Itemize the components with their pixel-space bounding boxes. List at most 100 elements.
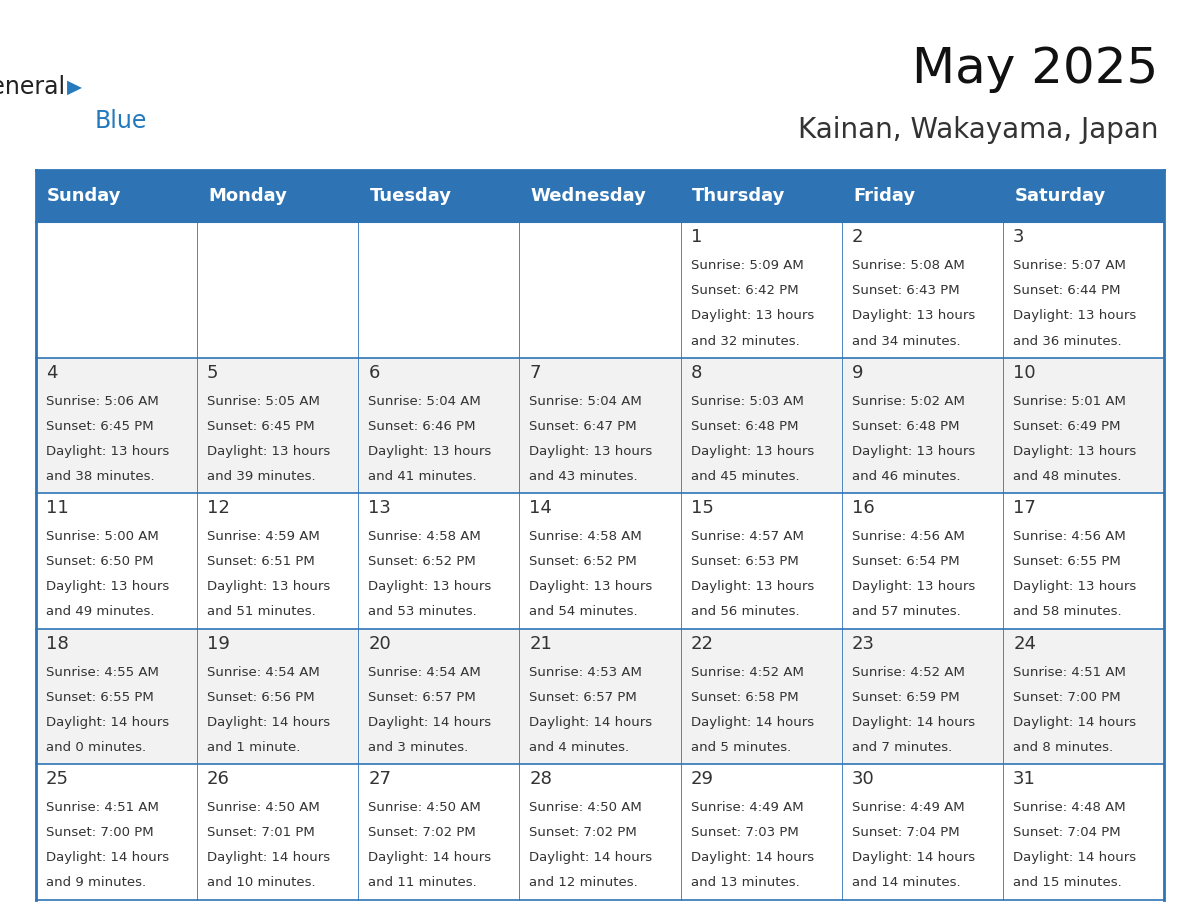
Text: Daylight: 14 hours: Daylight: 14 hours [46, 716, 169, 729]
Text: and 8 minutes.: and 8 minutes. [1013, 741, 1113, 754]
Bar [519, 764, 681, 900]
Text: Daylight: 14 hours: Daylight: 14 hours [690, 851, 814, 865]
Text: and 56 minutes.: and 56 minutes. [690, 606, 800, 619]
Bar [358, 493, 519, 629]
Bar [842, 629, 1003, 764]
Bar [519, 358, 681, 493]
Text: and 3 minutes.: and 3 minutes. [368, 741, 468, 754]
Text: Sunset: 6:42 PM: Sunset: 6:42 PM [690, 285, 798, 297]
Text: Daylight: 14 hours: Daylight: 14 hours [1013, 716, 1136, 729]
Text: Sunset: 6:46 PM: Sunset: 6:46 PM [368, 420, 475, 433]
Text: Sunset: 7:03 PM: Sunset: 7:03 PM [690, 826, 798, 839]
Text: Sunrise: 4:52 AM: Sunrise: 4:52 AM [852, 666, 965, 678]
Text: Daylight: 13 hours: Daylight: 13 hours [368, 445, 492, 458]
Bar [197, 764, 358, 900]
Text: Wednesday: Wednesday [531, 187, 646, 205]
Bar [1003, 222, 1164, 358]
Bar [681, 358, 842, 493]
Text: 12: 12 [207, 499, 230, 517]
Bar [36, 629, 197, 764]
Text: Sunrise: 5:05 AM: Sunrise: 5:05 AM [207, 395, 320, 408]
Text: Sunrise: 5:01 AM: Sunrise: 5:01 AM [1013, 395, 1126, 408]
Bar [358, 358, 519, 493]
Text: Sunset: 6:51 PM: Sunset: 6:51 PM [207, 555, 315, 568]
Text: and 15 minutes.: and 15 minutes. [1013, 877, 1121, 890]
Text: Sunset: 6:52 PM: Sunset: 6:52 PM [530, 555, 637, 568]
Bar [1003, 629, 1164, 764]
Text: 16: 16 [852, 499, 874, 517]
Text: Blue: Blue [95, 109, 147, 133]
Text: Sunset: 6:50 PM: Sunset: 6:50 PM [46, 555, 153, 568]
Text: Daylight: 13 hours: Daylight: 13 hours [852, 580, 975, 593]
Bar [36, 764, 197, 900]
Text: and 10 minutes.: and 10 minutes. [207, 877, 316, 890]
Bar [1003, 170, 1164, 222]
Text: Daylight: 14 hours: Daylight: 14 hours [852, 716, 975, 729]
Text: Sunrise: 5:07 AM: Sunrise: 5:07 AM [1013, 260, 1126, 273]
Bar [358, 222, 519, 358]
Text: Daylight: 14 hours: Daylight: 14 hours [852, 851, 975, 865]
Text: and 41 minutes.: and 41 minutes. [368, 470, 476, 483]
Text: 1: 1 [690, 229, 702, 246]
Text: 9: 9 [852, 364, 864, 382]
Text: 26: 26 [207, 770, 230, 788]
Bar [681, 764, 842, 900]
Text: and 13 minutes.: and 13 minutes. [690, 877, 800, 890]
Text: Sunset: 6:53 PM: Sunset: 6:53 PM [690, 555, 798, 568]
Bar [842, 493, 1003, 629]
Bar [36, 358, 197, 493]
Text: and 54 minutes.: and 54 minutes. [530, 606, 638, 619]
Text: Sunset: 6:58 PM: Sunset: 6:58 PM [690, 690, 798, 704]
Text: Sunrise: 4:54 AM: Sunrise: 4:54 AM [207, 666, 320, 678]
Bar [519, 222, 681, 358]
Text: Sunrise: 4:56 AM: Sunrise: 4:56 AM [852, 531, 965, 543]
Bar [36, 170, 197, 222]
Text: 27: 27 [368, 770, 391, 788]
Bar [358, 170, 519, 222]
Text: General: General [0, 75, 65, 99]
Bar [519, 170, 681, 222]
Text: Daylight: 14 hours: Daylight: 14 hours [46, 851, 169, 865]
Text: Daylight: 14 hours: Daylight: 14 hours [207, 851, 330, 865]
Text: and 9 minutes.: and 9 minutes. [46, 877, 146, 890]
Bar [681, 493, 842, 629]
Text: Sunrise: 4:55 AM: Sunrise: 4:55 AM [46, 666, 159, 678]
Text: and 45 minutes.: and 45 minutes. [690, 470, 800, 483]
Text: Daylight: 13 hours: Daylight: 13 hours [852, 445, 975, 458]
Text: and 32 minutes.: and 32 minutes. [690, 334, 800, 348]
Text: 18: 18 [46, 634, 69, 653]
Text: and 51 minutes.: and 51 minutes. [207, 606, 316, 619]
Text: Sunrise: 4:52 AM: Sunrise: 4:52 AM [690, 666, 803, 678]
Text: 5: 5 [207, 364, 219, 382]
Text: 30: 30 [852, 770, 874, 788]
Text: 15: 15 [690, 499, 714, 517]
Text: Sunrise: 5:03 AM: Sunrise: 5:03 AM [690, 395, 803, 408]
Text: 20: 20 [368, 634, 391, 653]
Bar [358, 764, 519, 900]
Text: and 39 minutes.: and 39 minutes. [207, 470, 316, 483]
Text: Sunset: 6:57 PM: Sunset: 6:57 PM [530, 690, 637, 704]
Text: Sunset: 7:02 PM: Sunset: 7:02 PM [368, 826, 476, 839]
Text: Sunrise: 4:49 AM: Sunrise: 4:49 AM [690, 801, 803, 814]
Text: Sunset: 6:54 PM: Sunset: 6:54 PM [852, 555, 960, 568]
Text: Sunset: 6:48 PM: Sunset: 6:48 PM [690, 420, 798, 433]
Text: Sunset: 6:45 PM: Sunset: 6:45 PM [46, 420, 153, 433]
Text: and 12 minutes.: and 12 minutes. [530, 877, 638, 890]
Text: Sunset: 6:44 PM: Sunset: 6:44 PM [1013, 285, 1120, 297]
Text: 25: 25 [46, 770, 69, 788]
Text: Daylight: 13 hours: Daylight: 13 hours [46, 445, 169, 458]
Text: 19: 19 [207, 634, 230, 653]
Text: and 43 minutes.: and 43 minutes. [530, 470, 638, 483]
Text: Monday: Monday [208, 187, 287, 205]
Text: Sunrise: 4:56 AM: Sunrise: 4:56 AM [1013, 531, 1126, 543]
Text: Sunrise: 4:57 AM: Sunrise: 4:57 AM [690, 531, 803, 543]
Bar [1003, 493, 1164, 629]
Text: and 38 minutes.: and 38 minutes. [46, 470, 154, 483]
Text: 29: 29 [690, 770, 714, 788]
Text: Sunset: 6:43 PM: Sunset: 6:43 PM [852, 285, 960, 297]
Text: 23: 23 [852, 634, 874, 653]
Text: Daylight: 13 hours: Daylight: 13 hours [530, 445, 652, 458]
Text: and 49 minutes.: and 49 minutes. [46, 606, 154, 619]
Text: Sunrise: 4:48 AM: Sunrise: 4:48 AM [1013, 801, 1126, 814]
Text: Sunrise: 4:59 AM: Sunrise: 4:59 AM [207, 531, 320, 543]
